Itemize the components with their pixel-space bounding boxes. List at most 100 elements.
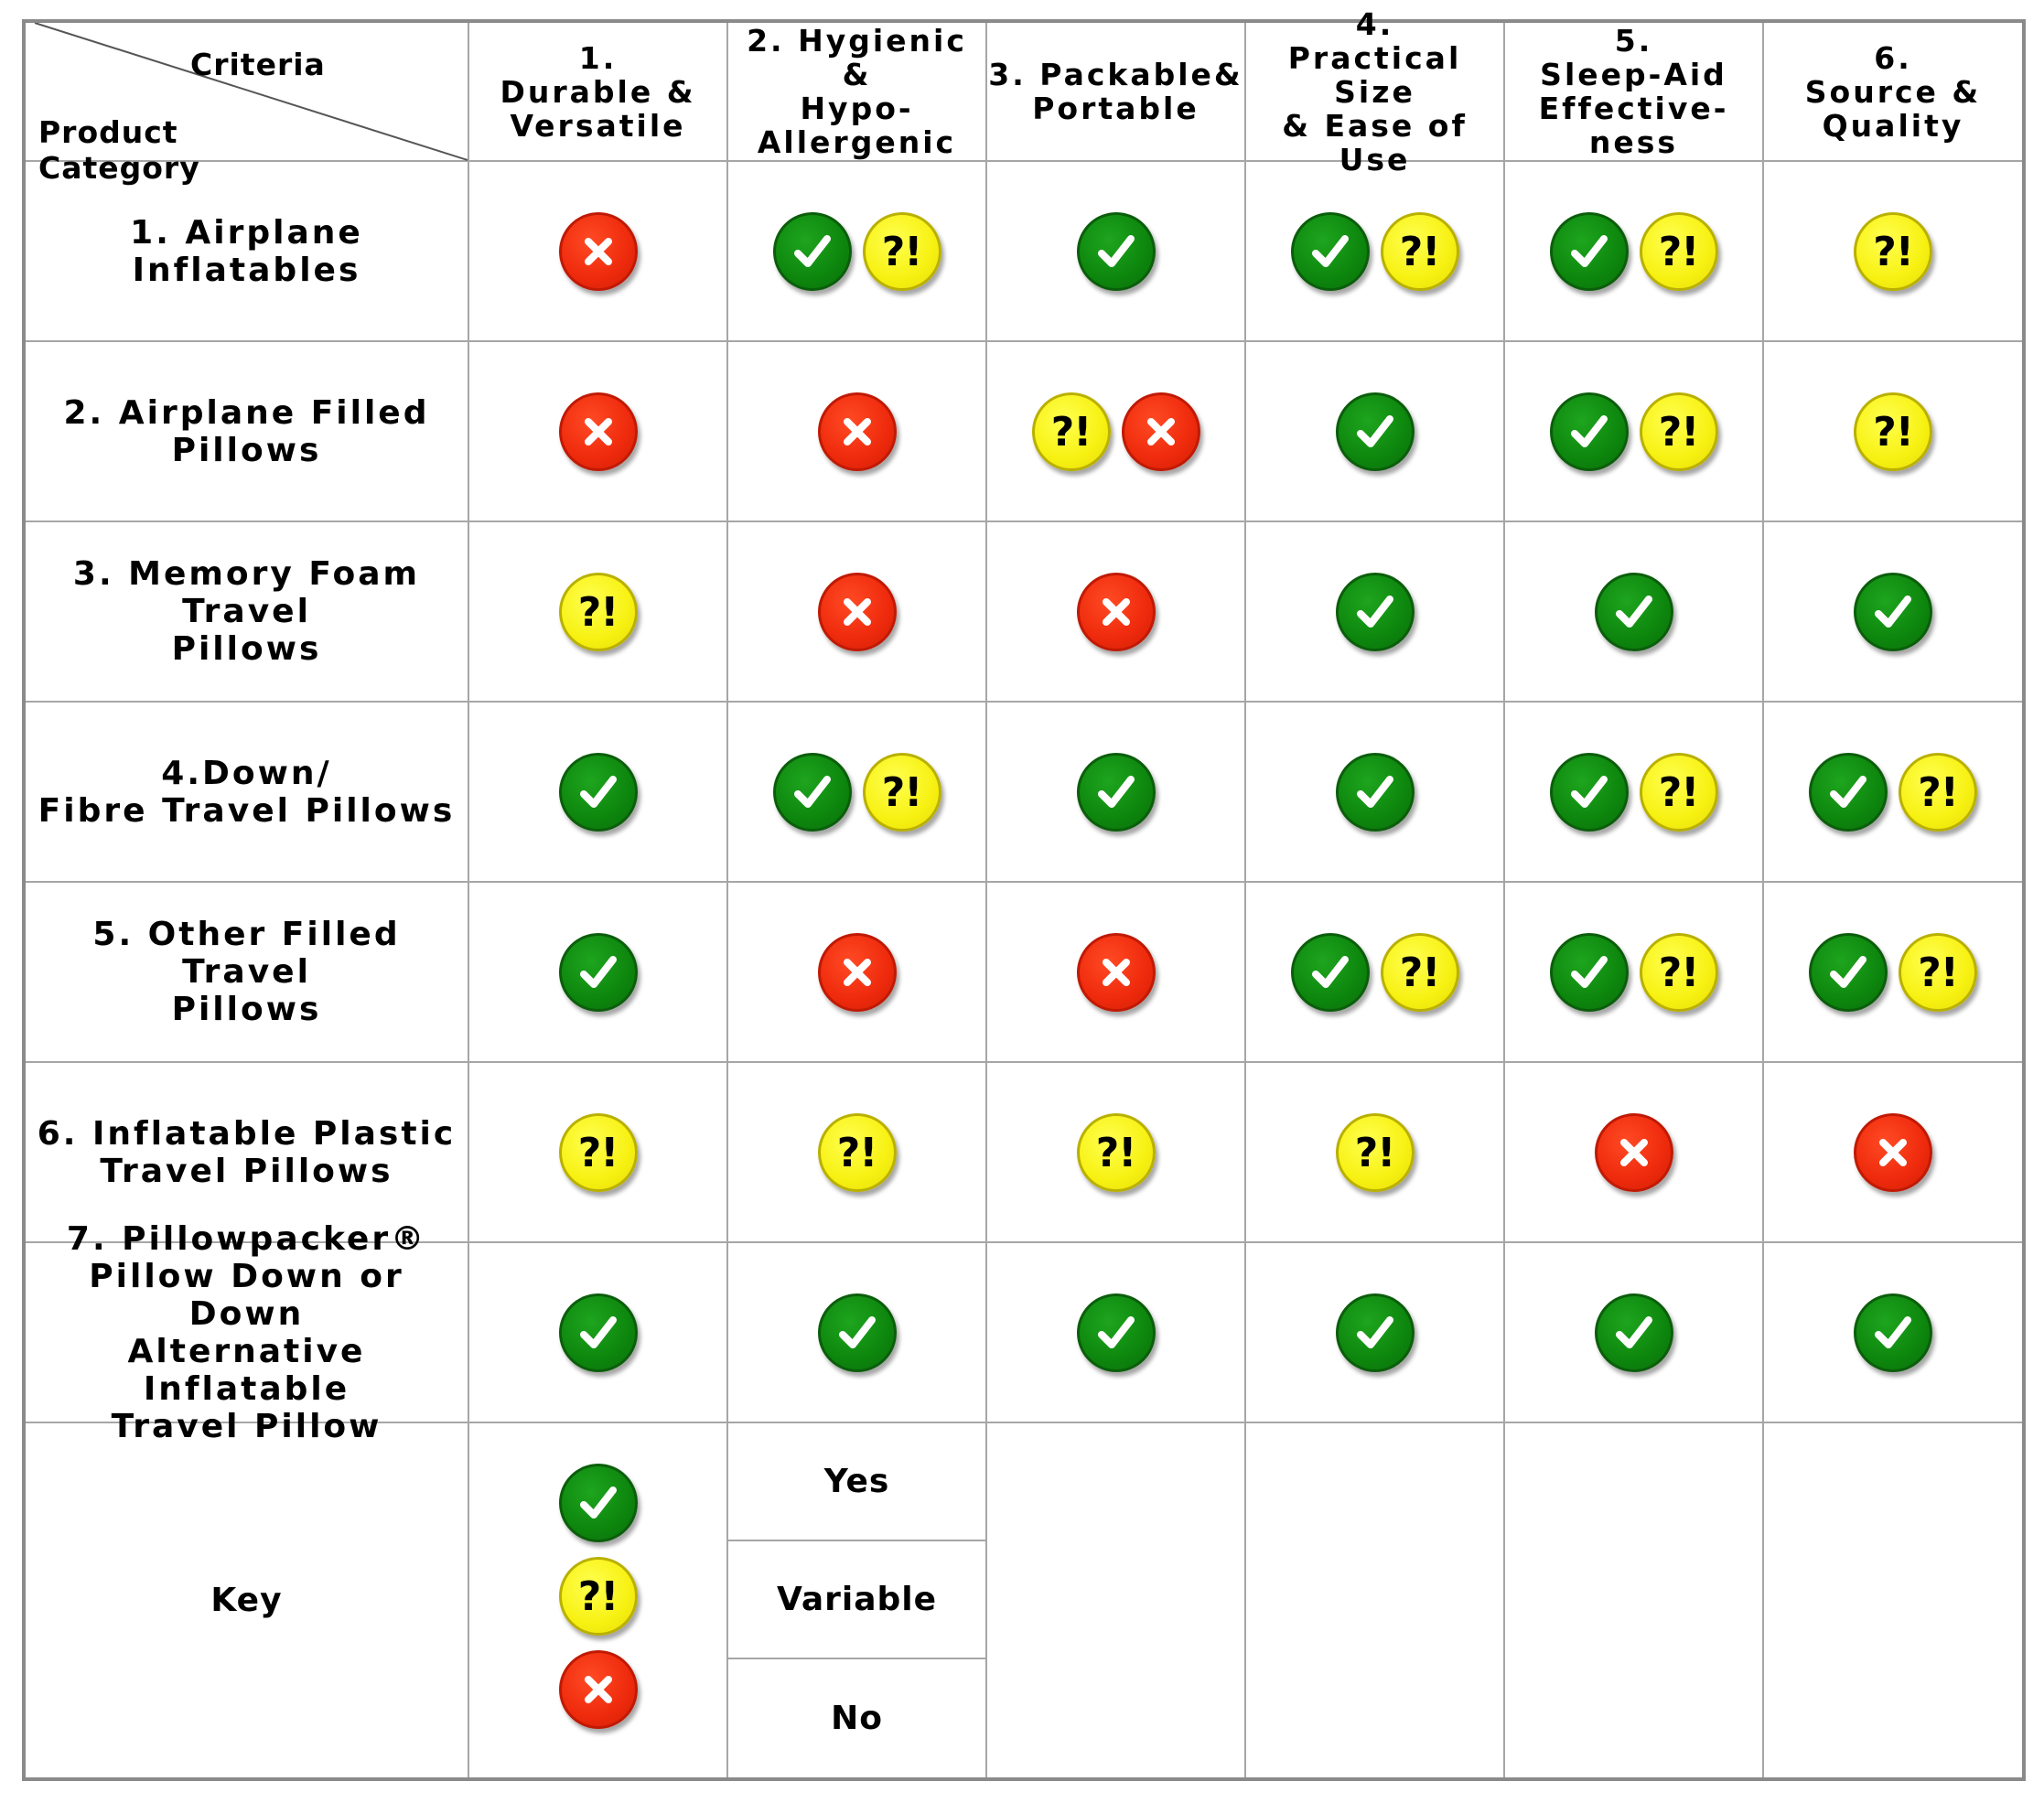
product-name-line: Pillow Down or Down [89, 1257, 404, 1333]
rating-icons [817, 1293, 897, 1372]
rating-cell: ?! [1246, 883, 1505, 1063]
product-name-line: 7. Pillowpacker® [66, 1219, 427, 1258]
corner-header-cell: Criteria Product Category [26, 23, 469, 186]
rating-cell: ?! [728, 162, 987, 342]
rating-cell [1246, 342, 1505, 522]
question-exclamation-icon: ?! [817, 1112, 897, 1192]
check-icon [817, 1293, 897, 1372]
variable-glyph: ?! [1873, 408, 1914, 456]
criteria-header-4: 4. Practical Size & Ease of Use [1246, 7, 1505, 177]
question-exclamation-icon: ?! [1639, 932, 1718, 1012]
question-exclamation-icon: ?! [1076, 1112, 1156, 1192]
product-name-line: Pillows [171, 630, 322, 668]
rating-cell [1246, 522, 1505, 703]
cross-icon [558, 1649, 638, 1729]
rating-icons [817, 572, 897, 651]
product-label-2: 2. Airplane Filled Pillows [26, 342, 469, 522]
variable-glyph: ?! [1050, 408, 1092, 456]
check-icon [558, 932, 638, 1012]
product-name: 4.Down/Fibre Travel Pillows [29, 755, 465, 830]
rating-cell: ?! [469, 522, 728, 703]
rating-icons [1335, 752, 1415, 832]
product-label-7: 7. Pillowpacker® Pillow Down or Down Alter… [26, 1220, 469, 1445]
rating-icons [817, 392, 897, 471]
rating-icons: ?! [558, 572, 638, 651]
key-empty-cell [1764, 1423, 2022, 1777]
rating-icons [1076, 932, 1156, 1012]
rating-icons [558, 1293, 638, 1372]
variable-glyph: ?! [577, 588, 619, 636]
rating-cell: ?! [1764, 883, 2022, 1063]
variable-glyph: ?! [1658, 768, 1700, 816]
rating-icons [558, 752, 638, 832]
product-name: 6. Inflatable Plastic Travel Pillows [28, 1115, 465, 1190]
cross-icon [558, 392, 638, 471]
question-exclamation-icon: ?! [1639, 392, 1718, 471]
check-icon [1290, 932, 1370, 1012]
rating-icons [1076, 752, 1156, 832]
rating-icons [1854, 1112, 1932, 1192]
product-name: 7. Pillowpacker® Pillow Down or Down Alter… [26, 1220, 468, 1445]
variable-glyph: ?! [1918, 768, 1959, 816]
rating-cell: ?! [1505, 703, 1764, 883]
criteria-title-line: 2. Hygienic & [747, 23, 967, 92]
rating-icons [1076, 572, 1156, 651]
product-name-line: 5. Other Filled Travel [92, 916, 401, 991]
question-exclamation-icon: ?! [558, 1112, 638, 1192]
variable-glyph: ?! [881, 768, 923, 816]
cross-icon [1594, 1112, 1673, 1192]
rating-cell: ?! [987, 1063, 1246, 1243]
rating-cell [469, 883, 728, 1063]
check-icon [1076, 1293, 1156, 1372]
rating-icons: ?! [1290, 932, 1459, 1012]
question-exclamation-icon: ?! [1899, 752, 1977, 832]
rating-icons: ?! [1290, 211, 1459, 291]
question-exclamation-icon: ?! [1380, 211, 1459, 291]
rating-cell [987, 162, 1246, 342]
question-exclamation-icon: ?! [1639, 752, 1718, 832]
product-name-line: Pillows [171, 431, 322, 469]
question-exclamation-icon: ?! [1854, 211, 1932, 291]
rating-icons [1335, 1293, 1415, 1372]
key-empty-cell [1246, 1423, 1505, 1777]
variable-glyph: ?! [1658, 949, 1700, 996]
question-exclamation-icon: ?! [1899, 932, 1977, 1012]
check-icon [1290, 211, 1370, 291]
criteria-title: 2. Hygienic & Hypo- Allergenic [728, 24, 985, 159]
rating-cell: ?! [728, 1063, 987, 1243]
rating-icons: ?! [1854, 211, 1932, 291]
check-icon [772, 211, 852, 291]
check-icon [1854, 1293, 1932, 1372]
comparison-table: Criteria Product Category 1. Durable & Versat… [22, 7, 2026, 1781]
product-name-line: 2. Airplane Filled [63, 393, 430, 432]
variable-glyph: ?! [836, 1129, 878, 1176]
product-label-5: 5. Other Filled Travel Pillows [26, 883, 469, 1063]
rating-icons: ?! [1549, 752, 1718, 832]
key-empty-cell [1505, 1423, 1764, 1777]
rating-icons: ?! [817, 1112, 897, 1192]
variable-glyph: ?! [1873, 228, 1914, 275]
criteria-title: 1. Durable & Versatile [500, 41, 695, 143]
rating-icons [1854, 1293, 1932, 1372]
product-name: 1. Airplane Inflatables [26, 214, 468, 289]
variable-glyph: ?! [1399, 949, 1441, 996]
rating-cell [1505, 522, 1764, 703]
rating-icons: ?! [1549, 211, 1718, 291]
variable-glyph: ?! [1658, 408, 1700, 456]
rating-icons [1076, 1293, 1156, 1372]
rating-icons: ?! [1031, 392, 1200, 471]
criteria-header-5: 5. Sleep-Aid Effective-ness [1505, 23, 1764, 162]
product-category-line: Category [38, 150, 200, 186]
rating-icons [558, 211, 638, 291]
cross-icon [1121, 392, 1200, 471]
variable-glyph: ?! [1658, 228, 1700, 275]
check-icon [1335, 392, 1415, 471]
product-category-line: Product [38, 114, 178, 150]
criteria-title-line: Quality [1822, 107, 1964, 144]
key-label-no: No [831, 1700, 883, 1737]
rating-icons [1335, 392, 1415, 471]
product-name: 5. Other Filled Travel Pillows [26, 916, 468, 1028]
rating-cell: ?! [1505, 342, 1764, 522]
rating-cell [1505, 1063, 1764, 1243]
question-exclamation-icon: ?! [558, 572, 638, 651]
